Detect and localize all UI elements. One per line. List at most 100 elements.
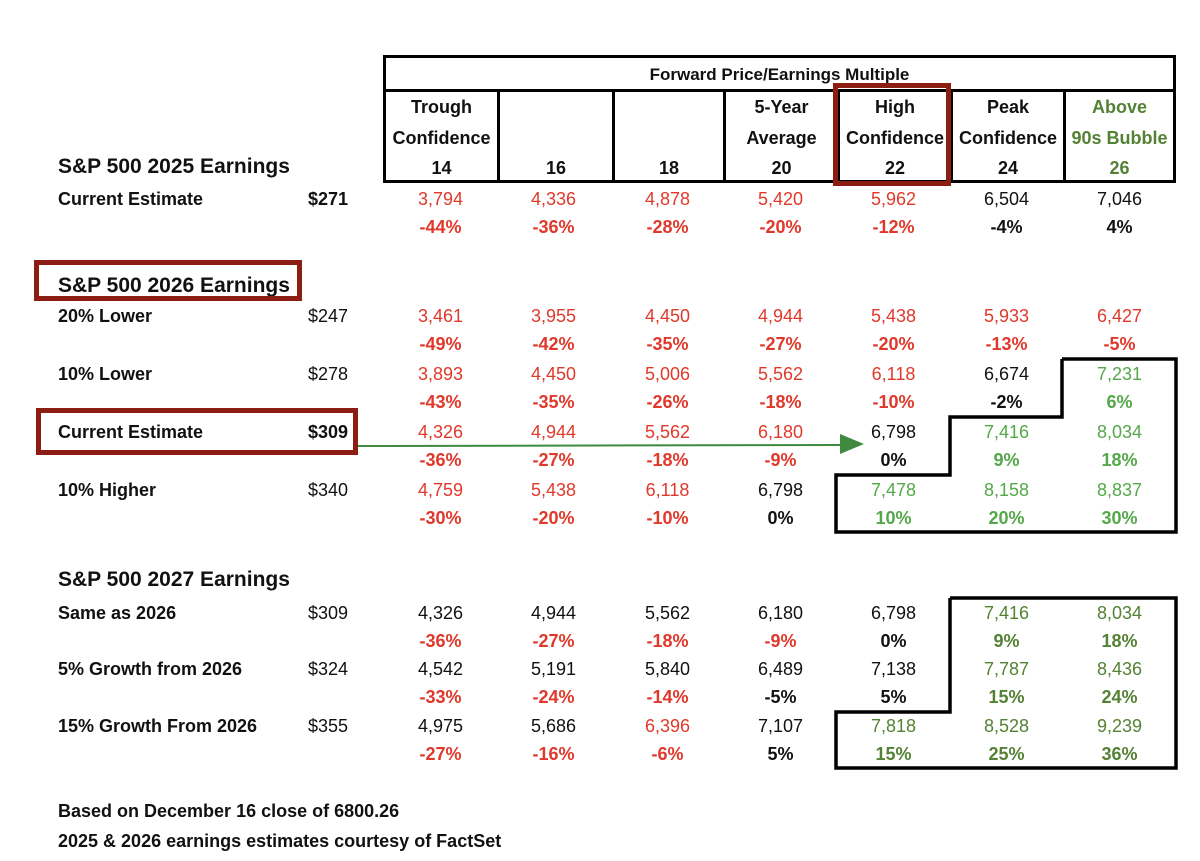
percent-change-value: -27%	[419, 744, 462, 764]
header-multiple: 24	[997, 158, 1019, 178]
row-eps: $340	[307, 480, 348, 500]
header-line1: 5-Year	[754, 97, 809, 117]
index-level-value: 7,107	[757, 716, 804, 736]
percent-change-value: -9%	[764, 450, 797, 470]
row-eps: $309	[307, 603, 348, 623]
index-level-value: 8,034	[1096, 603, 1143, 623]
header-column-22: High Confidence 22	[837, 92, 950, 180]
header-line2: 90s Bubble	[1071, 128, 1168, 148]
row-eps: $355	[307, 716, 348, 736]
index-level-value: 5,191	[530, 659, 577, 679]
index-level-value: 5,686	[530, 716, 577, 736]
percent-change-value: -27%	[532, 631, 575, 651]
index-level-value: 6,674	[983, 364, 1030, 384]
percent-change-value: -6%	[651, 744, 684, 764]
section-title: S&P 500 2025 Earnings	[58, 155, 290, 178]
percent-change-value: 18%	[1101, 631, 1138, 651]
percent-change-value: 5%	[767, 744, 794, 764]
index-level-value: 8,158	[983, 480, 1030, 500]
index-level-value: 8,436	[1096, 659, 1143, 679]
arrow-line	[357, 444, 843, 447]
index-level-value: 4,944	[757, 306, 804, 326]
index-level-value: 9,239	[1096, 716, 1143, 736]
index-level-value: 3,955	[530, 306, 577, 326]
percent-change-value: 9%	[993, 450, 1020, 470]
index-level-value: 4,759	[417, 480, 464, 500]
header-column-24: Peak Confidence 24	[950, 92, 1063, 180]
percent-change-value: -20%	[532, 508, 575, 528]
index-level-value: 4,975	[417, 716, 464, 736]
percent-change-value: 15%	[988, 687, 1025, 707]
row-eps: $271	[307, 189, 348, 209]
section-title: S&P 500 2026 Earnings	[58, 274, 290, 297]
index-level-value: 7,478	[870, 480, 917, 500]
percent-change-value: -36%	[419, 631, 462, 651]
header-multiple: 22	[884, 158, 906, 178]
percent-change-value: -36%	[419, 450, 462, 470]
index-level-value: 5,840	[644, 659, 691, 679]
percent-change-value: -24%	[532, 687, 575, 707]
index-level-value: 5,438	[870, 306, 917, 326]
index-level-value: 5,933	[983, 306, 1030, 326]
percent-change-value: -20%	[872, 334, 915, 354]
index-level-value: 4,450	[530, 364, 577, 384]
percent-change-value: -10%	[872, 392, 915, 412]
percent-change-value: -20%	[759, 217, 802, 237]
percent-change-value: -2%	[990, 392, 1023, 412]
row-label: 10% Higher	[58, 480, 157, 500]
header-column-18: 18	[612, 92, 723, 180]
percent-change-value: 0%	[767, 508, 794, 528]
percent-change-value: 9%	[993, 631, 1020, 651]
header-line2: Confidence	[845, 128, 944, 148]
section-title: S&P 500 2027 Earnings	[58, 568, 290, 591]
index-level-value: 3,794	[417, 189, 464, 209]
row-label: Current Estimate	[58, 189, 204, 209]
percent-change-value: -28%	[646, 217, 689, 237]
index-level-value: 6,180	[757, 603, 804, 623]
percent-change-value: -27%	[532, 450, 575, 470]
percent-change-value: 25%	[988, 744, 1025, 764]
percent-change-value: -33%	[419, 687, 462, 707]
index-level-value: 6,798	[870, 603, 917, 623]
index-level-value: 6,798	[870, 422, 917, 442]
index-level-value: 7,787	[983, 659, 1030, 679]
header-line1: Peak	[986, 97, 1030, 117]
percent-change-value: 10%	[875, 508, 912, 528]
index-level-value: 6,118	[871, 364, 916, 384]
footnote-source: 2025 & 2026 earnings estimates courtesy …	[58, 831, 502, 851]
index-level-value: 4,542	[417, 659, 464, 679]
row-label: 5% Growth from 2026	[58, 659, 243, 679]
percent-change-value: -13%	[985, 334, 1028, 354]
header-multiple: 26	[1109, 158, 1130, 178]
index-level-value: 6,504	[983, 189, 1030, 209]
percent-change-value: -49%	[419, 334, 462, 354]
percent-change-value: -35%	[532, 392, 575, 412]
percent-change-value: 0%	[880, 450, 907, 470]
footnote-close: Based on December 16 close of 6800.26	[58, 801, 400, 821]
percent-change-value: -12%	[872, 217, 915, 237]
percent-change-value: 18%	[1101, 450, 1138, 470]
header-line1: High	[875, 97, 915, 117]
percent-change-value: -18%	[646, 631, 689, 651]
row-eps: $247	[307, 306, 348, 326]
row-label: 10% Lower	[58, 364, 153, 384]
row-label: 20% Lower	[58, 306, 153, 326]
percent-change-value: 6%	[1106, 392, 1133, 412]
header-line2: Confidence	[958, 128, 1057, 148]
row-label: 15% Growth From 2026	[58, 716, 258, 736]
percent-change-value: -27%	[759, 334, 802, 354]
index-level-value: 5,006	[644, 364, 691, 384]
percent-change-value: 24%	[1101, 687, 1138, 707]
row-label: Current Estimate	[58, 422, 204, 442]
pe-multiple-header-table: Forward Price/Earnings Multiple Trough Co…	[383, 55, 1176, 183]
index-level-value: 7,046	[1096, 189, 1143, 209]
row-eps: $309	[307, 422, 348, 442]
highlight-high-confidence-column	[833, 83, 951, 186]
header-multiple: 18	[658, 158, 680, 178]
header-column-16: 16	[497, 92, 612, 180]
highlight-2026-earnings-heading	[34, 260, 302, 301]
index-level-value: 4,326	[417, 603, 464, 623]
header-multiple: 16	[545, 158, 567, 178]
row-label: Same as 2026	[58, 603, 177, 623]
